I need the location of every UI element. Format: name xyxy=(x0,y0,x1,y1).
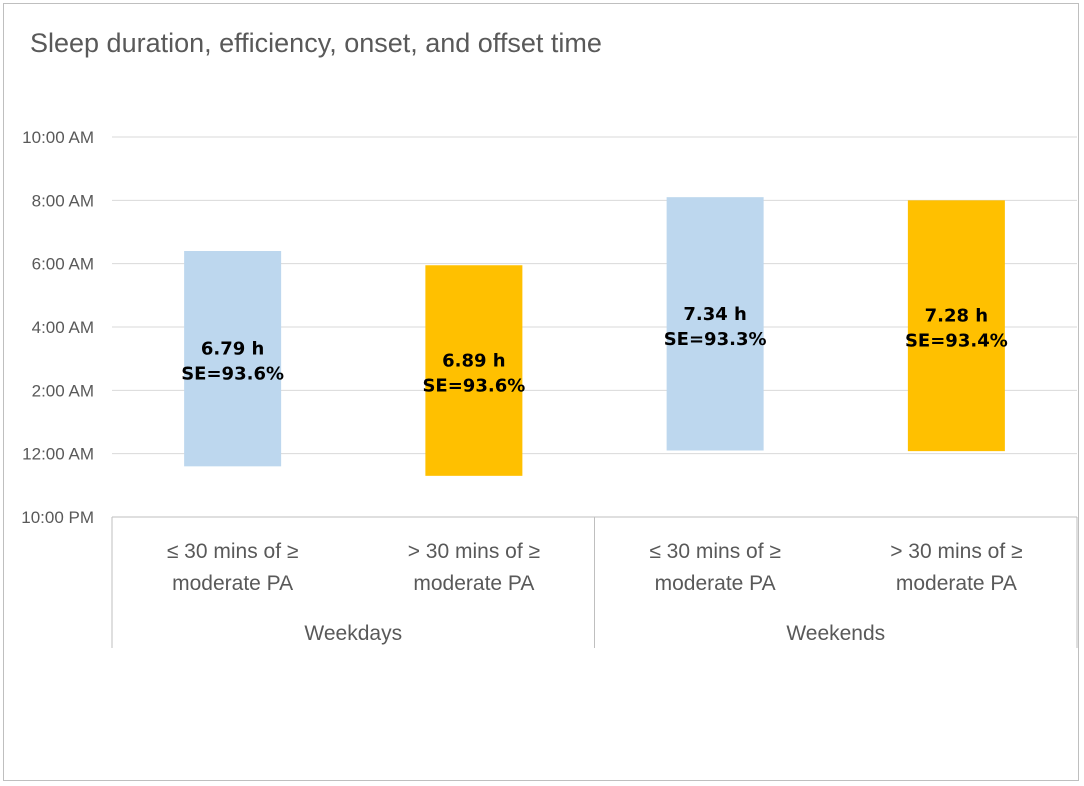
bar-duration-label: 7.28 h xyxy=(925,306,989,327)
bar-duration-label: 7.34 h xyxy=(683,304,747,325)
bar-duration-label: 6.89 h xyxy=(442,351,506,372)
chart-frame xyxy=(3,3,1079,781)
bar xyxy=(184,251,282,467)
bar-duration-label: 6.79 h xyxy=(201,339,265,360)
bar-efficiency-label: SE=93.4% xyxy=(905,331,1008,352)
bar-efficiency-label: SE=93.6% xyxy=(181,364,284,385)
y-tick-label: 4:00 AM xyxy=(32,318,94,337)
bar-efficiency-label: SE=93.3% xyxy=(664,329,767,350)
y-tick-label: 10:00 AM xyxy=(22,128,94,147)
bar xyxy=(907,200,1005,452)
x-category-label: moderate PA xyxy=(655,572,776,595)
y-tick-label: 2:00 AM xyxy=(32,381,94,400)
x-category-label: moderate PA xyxy=(413,572,534,595)
x-group-label: Weekdays xyxy=(304,622,402,645)
x-category-label: > 30 mins of ≥ xyxy=(890,540,1022,563)
x-category-label: ≤ 30 mins of ≥ xyxy=(649,540,781,563)
x-category-label: moderate PA xyxy=(172,572,293,595)
y-tick-label: 10:00 PM xyxy=(21,508,94,527)
chart-title: Sleep duration, efficiency, onset, and o… xyxy=(30,28,602,58)
y-tick-label: 8:00 AM xyxy=(32,191,94,210)
x-category-label: > 30 mins of ≥ xyxy=(408,540,540,563)
x-category-label: ≤ 30 mins of ≥ xyxy=(167,540,299,563)
y-tick-label: 12:00 AM xyxy=(22,445,94,464)
bar xyxy=(666,197,764,451)
bar-efficiency-label: SE=93.6% xyxy=(422,376,525,397)
bar xyxy=(425,265,523,476)
y-tick-label: 6:00 AM xyxy=(32,255,94,274)
x-group-label: Weekends xyxy=(786,622,885,645)
x-category-label: moderate PA xyxy=(896,572,1017,595)
